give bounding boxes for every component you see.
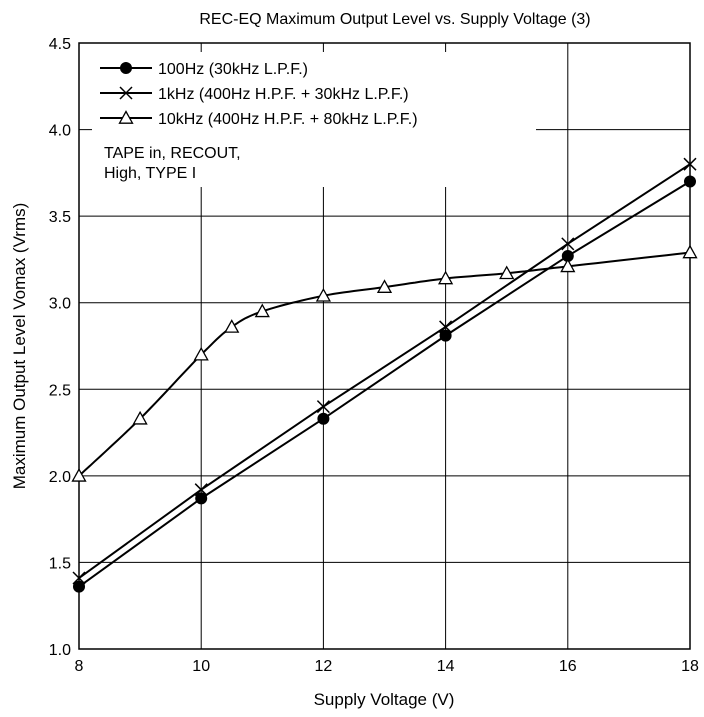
data-point bbox=[71, 468, 87, 482]
series-layer bbox=[71, 157, 698, 593]
data-point bbox=[439, 320, 453, 334]
legend-box bbox=[92, 52, 536, 187]
y-tick-label: 1.5 bbox=[49, 555, 71, 572]
series-2 bbox=[72, 157, 697, 585]
data-point bbox=[560, 258, 576, 273]
legend-marker bbox=[120, 62, 132, 74]
series-line-2 bbox=[78, 163, 691, 579]
y-tick-label: 3.0 bbox=[49, 296, 71, 313]
data-point bbox=[194, 483, 208, 497]
chart-title: REC-EQ Maximum Output Level vs. Supply V… bbox=[199, 11, 590, 28]
series-line-1 bbox=[78, 180, 691, 588]
data-point bbox=[683, 157, 697, 171]
legend-item-2: 1kHz (400Hz H.P.F. + 30kHz L.P.F.) bbox=[100, 86, 409, 103]
data-point bbox=[224, 319, 240, 333]
legend-marker bbox=[119, 86, 133, 100]
series-1 bbox=[73, 175, 696, 593]
y-tick-label: 3.5 bbox=[49, 209, 71, 226]
y-tick-label: 2.5 bbox=[49, 382, 71, 399]
legend-label: 10kHz (400Hz H.P.F. + 80kHz L.P.F.) bbox=[158, 111, 418, 128]
data-point bbox=[684, 175, 696, 188]
x-tick-label: 12 bbox=[315, 658, 333, 675]
condition-note: TAPE in, RECOUT, High, TYPE I bbox=[104, 145, 241, 182]
y-tick-label: 4.0 bbox=[49, 123, 71, 140]
data-point bbox=[193, 346, 209, 361]
data-point bbox=[317, 412, 330, 425]
x-tick-label: 16 bbox=[559, 658, 577, 675]
data-point bbox=[132, 410, 148, 425]
condition-note-line-1: TAPE in, RECOUT, bbox=[104, 145, 241, 162]
data-point bbox=[561, 237, 575, 251]
y-tick-label: 2.0 bbox=[49, 469, 71, 486]
data-point bbox=[499, 265, 515, 280]
data-point bbox=[315, 287, 332, 302]
y-axis-label: Maximum Output Level Vomax (Vrms) bbox=[10, 203, 29, 490]
legend-item-3: 10kHz (400Hz H.P.F. + 80kHz L.P.F.) bbox=[100, 110, 418, 128]
y-tick-label: 4.5 bbox=[49, 36, 71, 53]
x-tick-label: 10 bbox=[192, 658, 210, 675]
data-point bbox=[682, 244, 698, 259]
series-3 bbox=[71, 244, 698, 482]
y-tick-label: 1.0 bbox=[49, 642, 71, 659]
data-point bbox=[72, 571, 86, 585]
legend-item-1: 100Hz (30kHz L.P.F.) bbox=[100, 61, 308, 78]
legend-label: 1kHz (400Hz H.P.F. + 30kHz L.P.F.) bbox=[158, 86, 409, 103]
data-point bbox=[316, 400, 330, 414]
data-point bbox=[437, 270, 454, 285]
data-point bbox=[376, 279, 393, 293]
data-point bbox=[73, 580, 85, 593]
legend: 100Hz (30kHz L.P.F.) 1kHz (400Hz H.P.F. +… bbox=[92, 52, 536, 187]
condition-note-line-2: High, TYPE I bbox=[104, 165, 196, 182]
legend-marker bbox=[118, 110, 134, 124]
x-tick-label: 14 bbox=[437, 658, 455, 675]
legend-label: 100Hz (30kHz L.P.F.) bbox=[158, 61, 308, 78]
x-axis-label: Supply Voltage (V) bbox=[314, 690, 455, 709]
tick-labels: 8 10 12 14 16 18 1.0 1.5 2.0 2.5 3.0 3.5 4.0 4.5 bbox=[49, 36, 699, 675]
data-point bbox=[195, 492, 208, 505]
data-point bbox=[439, 329, 452, 342]
data-point bbox=[254, 303, 270, 318]
x-tick-label: 18 bbox=[681, 658, 699, 675]
x-tick-label: 8 bbox=[75, 658, 84, 675]
